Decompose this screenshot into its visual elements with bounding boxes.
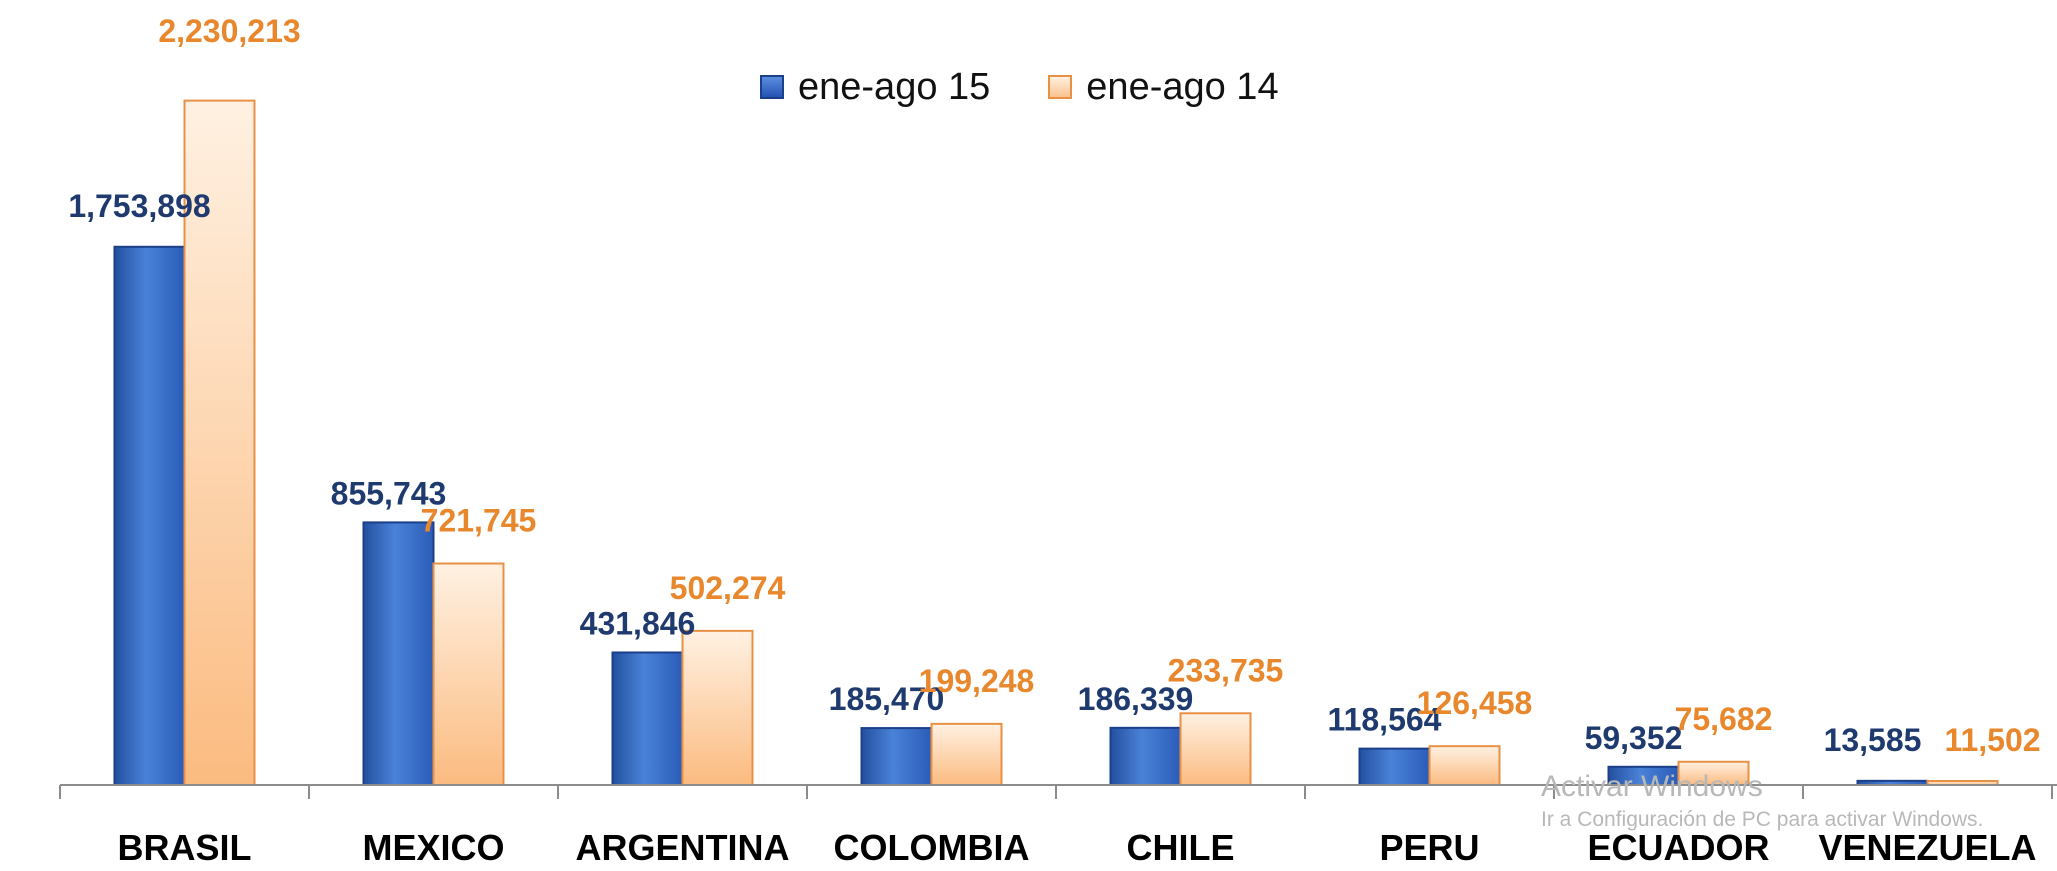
legend-swatch-orange — [1048, 75, 1073, 99]
value-label-chile-series-2: 233,735 — [1168, 652, 1284, 688]
category-label-chile: CHILE — [1127, 827, 1235, 868]
value-label-mexico-series-1: 855,743 — [331, 475, 447, 511]
bar-colombia-series-2 — [930, 722, 1003, 786]
bar-chile-series-2 — [1179, 712, 1252, 787]
bar-chile-series-1 — [1109, 726, 1182, 787]
bar-mexico-series-1 — [362, 521, 435, 786]
bar-brasil-series-2 — [183, 99, 256, 786]
category-labels-layer: BRASIL MEXICO ARGENTINA COLOMBIA CHILE PERU EC… — [118, 827, 2037, 868]
legend-label-series-1: ene-ago 15 — [798, 65, 991, 108]
activation-watermark-subtitle: Ir a Configuración de PC para activar Wi… — [1541, 808, 1984, 831]
value-label-peru-series-2: 126,458 — [1417, 685, 1533, 721]
value-label-venezuela-series-1: 13,585 — [1824, 722, 1922, 758]
category-label-argentina: ARGENTINA — [576, 827, 790, 868]
legend: ene-ago 15 ene-ago 14 — [760, 62, 1337, 112]
category-label-mexico: MEXICO — [362, 827, 504, 868]
category-label-brasil: BRASIL — [118, 827, 252, 868]
value-label-ecuador-series-2: 75,682 — [1675, 701, 1773, 737]
value-label-colombia-series-1: 185,470 — [829, 681, 945, 717]
value-label-chile-series-1: 186,339 — [1078, 681, 1194, 717]
bar-mexico-series-2 — [432, 562, 505, 787]
category-label-peru: PERU — [1379, 827, 1479, 868]
legend-label-series-2: ene-ago 14 — [1086, 65, 1279, 108]
bars-layer — [113, 99, 1999, 787]
bar-peru-series-1 — [1358, 747, 1431, 787]
value-label-brasil-series-2: 2,230,213 — [158, 13, 300, 49]
category-label-venezuela: VENEZUELA — [1818, 827, 2036, 868]
legend-item-series-1: ene-ago 15 — [760, 66, 990, 109]
value-label-peru-series-1: 118,564 — [1328, 702, 1442, 738]
value-label-brasil-series-1: 1,753,898 — [68, 188, 210, 224]
value-label-mexico-series-2: 721,745 — [421, 503, 537, 539]
legend-item-series-2: ene-ago 14 — [1048, 65, 1279, 109]
legend-swatch-blue — [760, 75, 784, 99]
bar-colombia-series-1 — [860, 727, 933, 786]
category-label-colombia: COLOMBIA — [834, 827, 1030, 868]
bar-argentina-series-1 — [611, 651, 684, 786]
value-label-ecuador-series-1: 59,352 — [1585, 720, 1683, 756]
bar-brasil-series-1 — [113, 245, 186, 786]
activation-watermark-title: Activar Windows — [1541, 770, 1763, 803]
value-label-argentina-series-1: 431,846 — [580, 605, 696, 641]
value-label-venezuela-series-2: 11,502 — [1944, 722, 2040, 758]
x-axis-ticks — [59, 785, 2053, 799]
bar-argentina-series-2 — [681, 629, 754, 786]
value-label-argentina-series-2: 502,274 — [670, 570, 786, 606]
category-label-ecuador: ECUADOR — [1587, 827, 1769, 868]
value-labels-layer: 1,753,8982,230,213855,743721,745431,8465… — [68, 13, 2040, 758]
bar-peru-series-2 — [1428, 745, 1501, 786]
value-label-colombia-series-2: 199,248 — [919, 663, 1035, 699]
